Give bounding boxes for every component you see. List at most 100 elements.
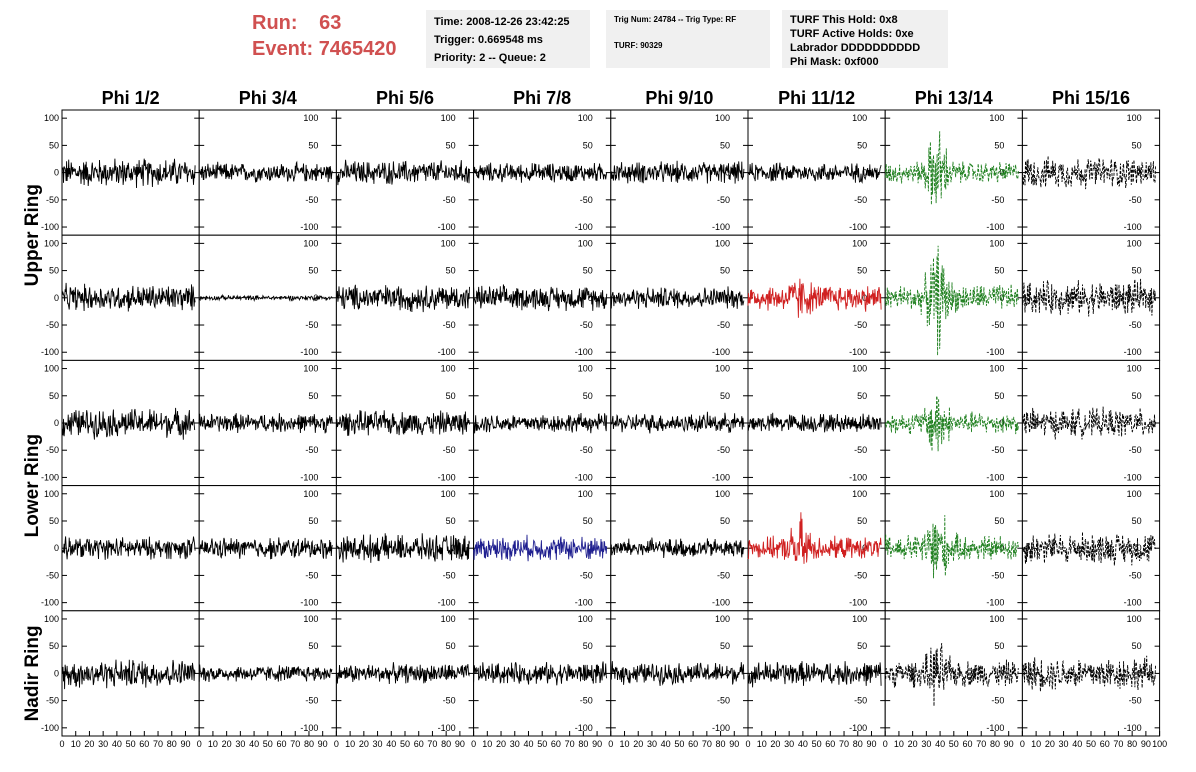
- y-tick-label: -50: [1129, 320, 1142, 330]
- x-tick-label: 40: [798, 739, 808, 749]
- x-tick-label: 40: [112, 739, 122, 749]
- x-tick-label: 70: [427, 739, 437, 749]
- y-tick-label: -100: [300, 598, 318, 608]
- y-tick-label: -100: [438, 723, 456, 733]
- waveform-panel: -100 -50 0 50 100 0 10 20 30 40 50 60 70 80 90: [334, 610, 475, 749]
- waveform-trace: [473, 284, 608, 312]
- x-tick-label: 90: [318, 739, 328, 749]
- event-value: 7465420: [318, 38, 397, 60]
- y-tick-label: -50: [1129, 195, 1142, 205]
- y-tick-label: -50: [305, 445, 318, 455]
- x-tick-label: 60: [277, 739, 287, 749]
- x-tick-label: 80: [716, 739, 726, 749]
- waveform-trace: [61, 659, 196, 690]
- x-tick-label: 20: [908, 739, 918, 749]
- turf-active-text: TURF Active Holds: 0xe: [790, 28, 914, 40]
- waveform-trace: [747, 278, 882, 318]
- y-tick-label: -100: [849, 723, 867, 733]
- waveform-trace: [198, 413, 333, 434]
- y-tick-label: 50: [994, 391, 1004, 401]
- x-tick-label: 70: [153, 739, 163, 749]
- x-tick-label: 90: [455, 739, 465, 749]
- x-tick-label: 30: [921, 739, 931, 749]
- y-tick-label: 100: [441, 614, 456, 624]
- x-tick-label: 40: [935, 739, 945, 749]
- y-tick-label: -100: [712, 723, 730, 733]
- waveform-trace: [1021, 406, 1156, 440]
- y-tick-label: -50: [46, 570, 59, 580]
- y-tick-label: -100: [849, 222, 867, 232]
- event-label: Event:: [252, 38, 314, 60]
- y-tick-label: -50: [717, 570, 730, 580]
- x-tick-label: 80: [853, 739, 863, 749]
- y-tick-label: 50: [857, 391, 867, 401]
- y-tick-label: 100: [715, 364, 730, 374]
- x-tick-label: 70: [976, 739, 986, 749]
- y-tick-label: 100: [44, 364, 59, 374]
- y-tick-label: 0: [451, 168, 456, 178]
- x-tick-label: 90: [592, 739, 602, 749]
- waveform-trace: [884, 395, 1019, 452]
- y-tick-label: 0: [313, 543, 318, 553]
- y-tick-label: 0: [1137, 543, 1142, 553]
- x-tick-label: 20: [633, 739, 643, 749]
- waveform-trace: [61, 158, 196, 189]
- y-tick-label: 100: [852, 113, 867, 123]
- y-tick-label: -100: [438, 598, 456, 608]
- y-tick-label: -50: [1129, 445, 1142, 455]
- y-tick-label: 100: [715, 113, 730, 123]
- y-tick-label: 100: [44, 614, 59, 624]
- panel-frame: [1021, 234, 1161, 361]
- y-tick-label: 100: [578, 238, 593, 248]
- y-tick-label: 50: [49, 641, 59, 651]
- y-tick-label: 100: [852, 364, 867, 374]
- event-line: Event: 7465420: [252, 36, 422, 62]
- y-tick-label: 100: [303, 614, 318, 624]
- y-tick-label: 50: [857, 516, 867, 526]
- x-tick-label: 100: [1152, 739, 1167, 749]
- waveform-trace: [884, 245, 1019, 356]
- y-tick-label: 100: [1127, 238, 1142, 248]
- y-tick-label: 50: [49, 140, 59, 150]
- waveform-trace: [198, 664, 333, 683]
- y-tick-label: 100: [852, 614, 867, 624]
- y-tick-label: -50: [854, 445, 867, 455]
- phi-mask-text: Phi Mask: 0xf000: [790, 56, 879, 68]
- waveform-trace: [336, 284, 470, 313]
- y-tick-label: -50: [717, 195, 730, 205]
- y-tick-label: -50: [305, 320, 318, 330]
- y-tick-label: 0: [725, 168, 730, 178]
- y-tick-label: 100: [1127, 489, 1142, 499]
- y-tick-label: -50: [991, 696, 1004, 706]
- y-tick-label: -100: [712, 222, 730, 232]
- y-tick-label: 100: [441, 238, 456, 248]
- waveform-trace: [473, 661, 608, 686]
- x-tick-label: 60: [139, 739, 149, 749]
- x-tick-label: 30: [784, 739, 794, 749]
- x-tick-label: 50: [949, 739, 959, 749]
- column-header: Phi 13/14: [915, 88, 993, 108]
- x-tick-label: 80: [167, 739, 177, 749]
- y-tick-label: -100: [300, 472, 318, 482]
- y-tick-label: -50: [443, 320, 456, 330]
- y-tick-label: 100: [989, 614, 1004, 624]
- x-tick-label: 20: [1045, 739, 1055, 749]
- y-tick-label: 100: [441, 489, 456, 499]
- y-tick-label: 50: [1132, 266, 1142, 276]
- y-tick-label: 0: [862, 418, 867, 428]
- y-tick-label: 50: [994, 266, 1004, 276]
- y-tick-label: -100: [41, 472, 59, 482]
- y-tick-label: 100: [303, 113, 318, 123]
- x-tick-label: 90: [1004, 739, 1014, 749]
- y-tick-label: -100: [438, 472, 456, 482]
- y-tick-label: 100: [852, 489, 867, 499]
